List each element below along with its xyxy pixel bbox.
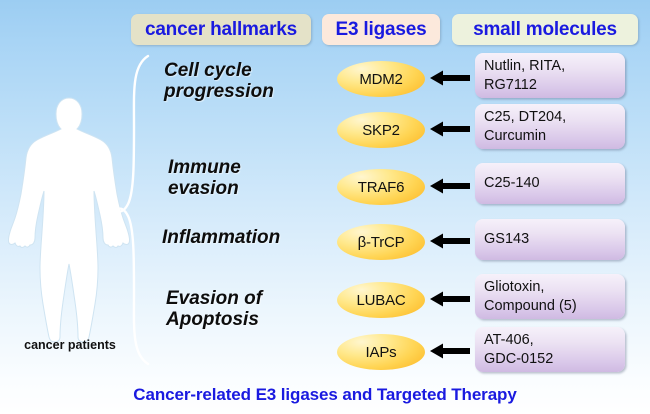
e3-ligase-oval-iaps: IAPs	[337, 334, 425, 370]
small-molecule-box-iaps: AT-406, GDC-0152	[475, 327, 625, 372]
left-arrow-icon	[430, 178, 470, 194]
left-arrow-icon	[430, 70, 470, 86]
hallmark-label-cell-cycle-progression: Cell cycle progression	[164, 60, 274, 103]
small-molecule-box-btrcp: GS143	[475, 219, 625, 260]
e3-ligase-oval-traf6: TRAF6	[337, 169, 425, 205]
small-molecule-box-traf6: C25-140	[475, 163, 625, 204]
figure-caption: Cancer-related E3 ligases and Targeted T…	[133, 385, 517, 404]
e3-ligase-oval-btrcp: β-TrCP	[337, 224, 425, 260]
small-molecule-box-lubac: Gliotoxin, Compound (5)	[475, 274, 625, 319]
human-silhouette-icon	[7, 97, 131, 343]
hallmark-label-evasion-of-apoptosis: Evasion of Apoptosis	[166, 288, 263, 331]
e3-ligase-oval-mdm2: MDM2	[337, 61, 425, 97]
left-arrow-icon	[430, 291, 470, 307]
e3-ligase-oval-lubac: LUBAC	[337, 282, 425, 318]
small-molecule-box-mdm2: Nutlin, RITA, RG7112	[475, 53, 625, 98]
left-arrow-icon	[430, 121, 470, 137]
curly-brace-icon	[110, 54, 150, 366]
e3-ligase-oval-skp2: SKP2	[337, 112, 425, 148]
column-header-cancer-hallmarks: cancer hallmarks	[131, 14, 311, 45]
left-arrow-icon	[430, 233, 470, 249]
column-header-small-molecules: small molecules	[452, 14, 638, 45]
hallmark-label-immune-evasion: Immune evasion	[168, 157, 241, 200]
left-arrow-icon	[430, 343, 470, 359]
column-header-e3-ligases: E3 ligases	[322, 14, 440, 45]
small-molecule-box-skp2: C25, DT204, Curcumin	[475, 104, 625, 149]
cancer-patients-label: cancer patients	[24, 338, 116, 352]
hallmark-label-inflammation: Inflammation	[162, 227, 281, 248]
